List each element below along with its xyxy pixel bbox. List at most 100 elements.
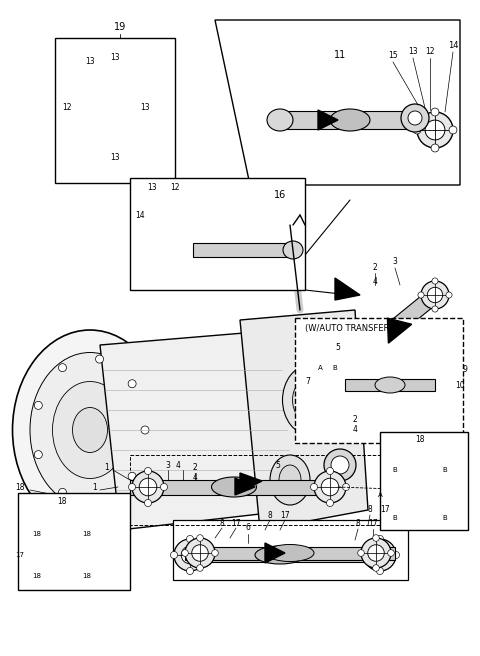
Circle shape — [34, 451, 42, 459]
Text: B: B — [393, 467, 397, 473]
Circle shape — [321, 478, 339, 496]
Bar — [345, 379, 435, 391]
Bar — [130, 455, 395, 525]
Text: 11: 11 — [334, 50, 346, 60]
Text: 1: 1 — [105, 464, 109, 472]
Text: (W/AUTO TRANSFER): (W/AUTO TRANSFER) — [305, 323, 393, 333]
Ellipse shape — [12, 330, 168, 530]
Circle shape — [331, 456, 349, 474]
Text: 12: 12 — [170, 184, 180, 192]
Circle shape — [364, 539, 396, 571]
Circle shape — [50, 543, 74, 567]
Text: 18: 18 — [415, 436, 425, 445]
Polygon shape — [240, 310, 368, 530]
Circle shape — [437, 490, 447, 500]
Circle shape — [189, 246, 197, 254]
Ellipse shape — [52, 382, 128, 478]
Circle shape — [57, 572, 67, 582]
Polygon shape — [387, 318, 412, 343]
Circle shape — [346, 351, 364, 369]
Circle shape — [203, 552, 209, 558]
Circle shape — [311, 483, 318, 491]
Ellipse shape — [292, 377, 327, 422]
Text: 2: 2 — [192, 464, 197, 472]
Circle shape — [393, 490, 403, 500]
Circle shape — [435, 365, 455, 385]
Text: 5: 5 — [336, 344, 340, 352]
Circle shape — [361, 538, 391, 568]
Circle shape — [141, 426, 149, 434]
Text: 19: 19 — [114, 22, 126, 32]
Text: 18: 18 — [15, 483, 25, 491]
Bar — [193, 243, 295, 257]
Text: 10: 10 — [455, 380, 465, 390]
Polygon shape — [265, 543, 285, 563]
Circle shape — [327, 342, 363, 378]
Text: 4: 4 — [353, 426, 358, 434]
Circle shape — [57, 528, 67, 538]
Circle shape — [186, 535, 193, 543]
Ellipse shape — [375, 377, 405, 393]
Text: B: B — [443, 515, 447, 521]
Polygon shape — [350, 289, 440, 366]
Circle shape — [182, 550, 188, 556]
Circle shape — [368, 544, 384, 562]
Text: 9: 9 — [463, 365, 468, 375]
Circle shape — [418, 292, 424, 298]
Circle shape — [415, 468, 425, 478]
Circle shape — [371, 546, 389, 564]
Circle shape — [376, 535, 384, 543]
Circle shape — [160, 483, 168, 491]
Circle shape — [449, 126, 457, 134]
Text: 17: 17 — [15, 552, 24, 558]
Circle shape — [96, 497, 104, 505]
Text: A: A — [378, 492, 383, 498]
Circle shape — [174, 539, 206, 571]
Text: 3: 3 — [166, 461, 170, 470]
Text: 18: 18 — [33, 531, 41, 537]
Circle shape — [388, 550, 394, 556]
Ellipse shape — [283, 241, 303, 259]
Text: 4: 4 — [372, 277, 377, 287]
Circle shape — [343, 483, 349, 491]
Bar — [173, 520, 408, 580]
Bar — [130, 480, 338, 495]
Polygon shape — [240, 473, 262, 492]
Circle shape — [417, 112, 453, 148]
Ellipse shape — [72, 407, 108, 453]
Circle shape — [401, 104, 429, 132]
Circle shape — [212, 550, 218, 556]
Text: 13: 13 — [147, 184, 157, 192]
Circle shape — [421, 281, 449, 309]
Text: 13: 13 — [110, 154, 120, 163]
Circle shape — [171, 264, 179, 272]
Circle shape — [128, 472, 136, 480]
Text: 12: 12 — [62, 104, 72, 112]
Circle shape — [315, 370, 345, 400]
Circle shape — [398, 473, 442, 517]
Text: 13: 13 — [110, 54, 120, 62]
Circle shape — [59, 488, 67, 497]
Text: 3: 3 — [393, 258, 397, 266]
Circle shape — [431, 108, 439, 116]
Ellipse shape — [283, 365, 337, 435]
Text: 13: 13 — [140, 104, 150, 112]
Ellipse shape — [212, 477, 256, 497]
Text: 2: 2 — [353, 415, 358, 424]
Circle shape — [171, 228, 179, 236]
Circle shape — [427, 287, 443, 302]
Circle shape — [40, 533, 84, 577]
Circle shape — [314, 471, 346, 503]
Bar — [295, 318, 463, 443]
Text: 6: 6 — [246, 523, 251, 533]
Text: 1: 1 — [93, 483, 97, 491]
Circle shape — [427, 357, 463, 393]
Text: 12: 12 — [425, 47, 435, 56]
Circle shape — [425, 120, 445, 140]
Circle shape — [339, 344, 371, 376]
Text: 7: 7 — [306, 377, 311, 386]
Circle shape — [192, 544, 208, 562]
Bar — [280, 111, 420, 129]
Circle shape — [185, 538, 215, 568]
Circle shape — [327, 367, 333, 373]
